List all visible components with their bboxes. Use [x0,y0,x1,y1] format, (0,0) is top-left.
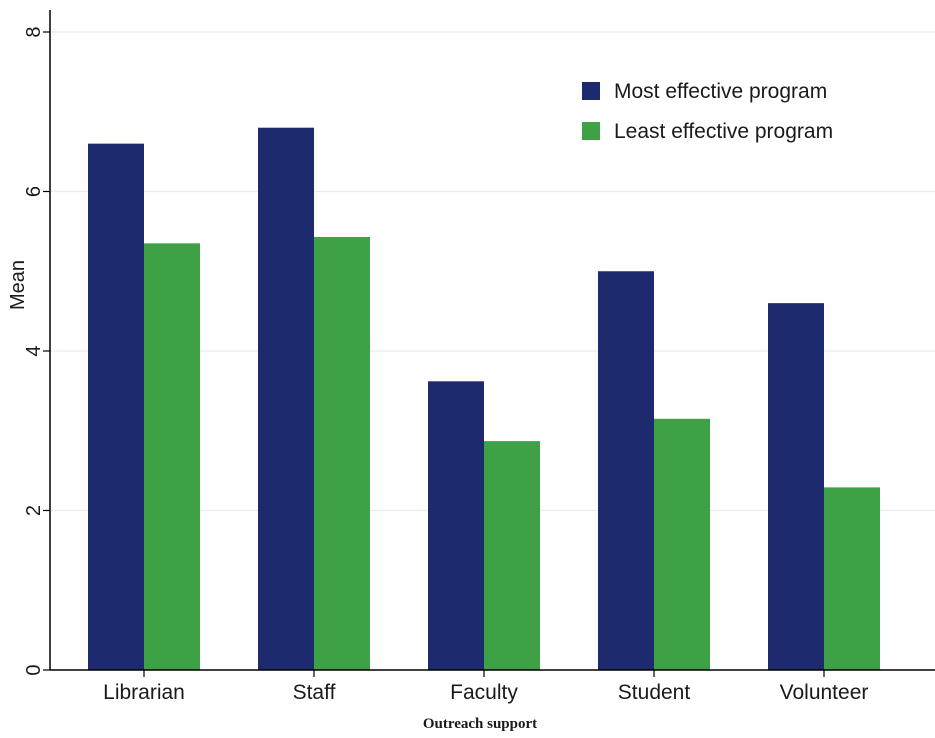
legend-swatch [582,122,600,140]
x-axis-title: Outreach support [423,716,537,732]
legend: Most effective program Least effective pr… [582,80,833,143]
bar-least-staff [314,236,370,670]
bars-group [88,127,880,670]
y-tick-label: 2 [23,505,45,516]
bar-most-faculty [428,381,484,670]
legend-label: Most effective program [614,80,827,103]
bar-least-student [654,418,710,670]
y-tick-label: 4 [23,345,45,356]
x-tick-label: Librarian [103,681,185,704]
x-tick-label: Volunteer [780,681,869,704]
x-axis-ticks: Librarian Staff Faculty Student Volunteer [103,670,868,704]
legend-label: Least effective program [614,120,833,143]
bar-least-librarian [144,243,200,670]
x-tick-label: Student [618,681,691,704]
x-tick-label: Faculty [450,681,518,704]
bar-most-staff [258,127,314,670]
legend-swatch [582,82,600,100]
y-axis-title: Mean [7,260,29,310]
bar-most-volunteer [768,303,824,670]
bar-most-librarian [88,143,144,670]
y-tick-label: 0 [23,664,45,675]
bar-least-faculty [484,441,540,670]
y-axis-ticks: 0 2 4 6 8 [23,26,50,676]
bar-most-student [598,271,654,670]
y-tick-label: 8 [23,26,45,37]
x-tick-label: Staff [293,681,336,704]
bar-least-volunteer [824,487,880,670]
y-tick-label: 6 [23,186,45,197]
